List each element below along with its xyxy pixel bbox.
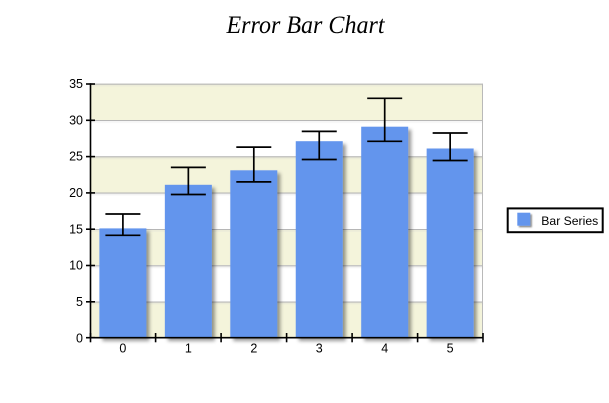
svg-text:4: 4 — [381, 342, 388, 356]
svg-text:Bar Series: Bar Series — [541, 214, 598, 228]
svg-text:15: 15 — [69, 222, 83, 236]
svg-text:5: 5 — [76, 295, 83, 309]
svg-text:3: 3 — [316, 342, 323, 356]
svg-text:Error Bar Chart: Error Bar Chart — [226, 10, 386, 39]
svg-text:35: 35 — [69, 77, 83, 91]
svg-text:10: 10 — [69, 259, 83, 273]
svg-text:25: 25 — [69, 150, 83, 164]
svg-text:1: 1 — [185, 342, 192, 356]
svg-text:5: 5 — [447, 342, 454, 356]
svg-text:0: 0 — [76, 331, 83, 345]
svg-text:30: 30 — [69, 113, 83, 127]
svg-text:20: 20 — [69, 186, 83, 200]
svg-text:2: 2 — [250, 342, 257, 356]
svg-text:0: 0 — [119, 342, 126, 356]
